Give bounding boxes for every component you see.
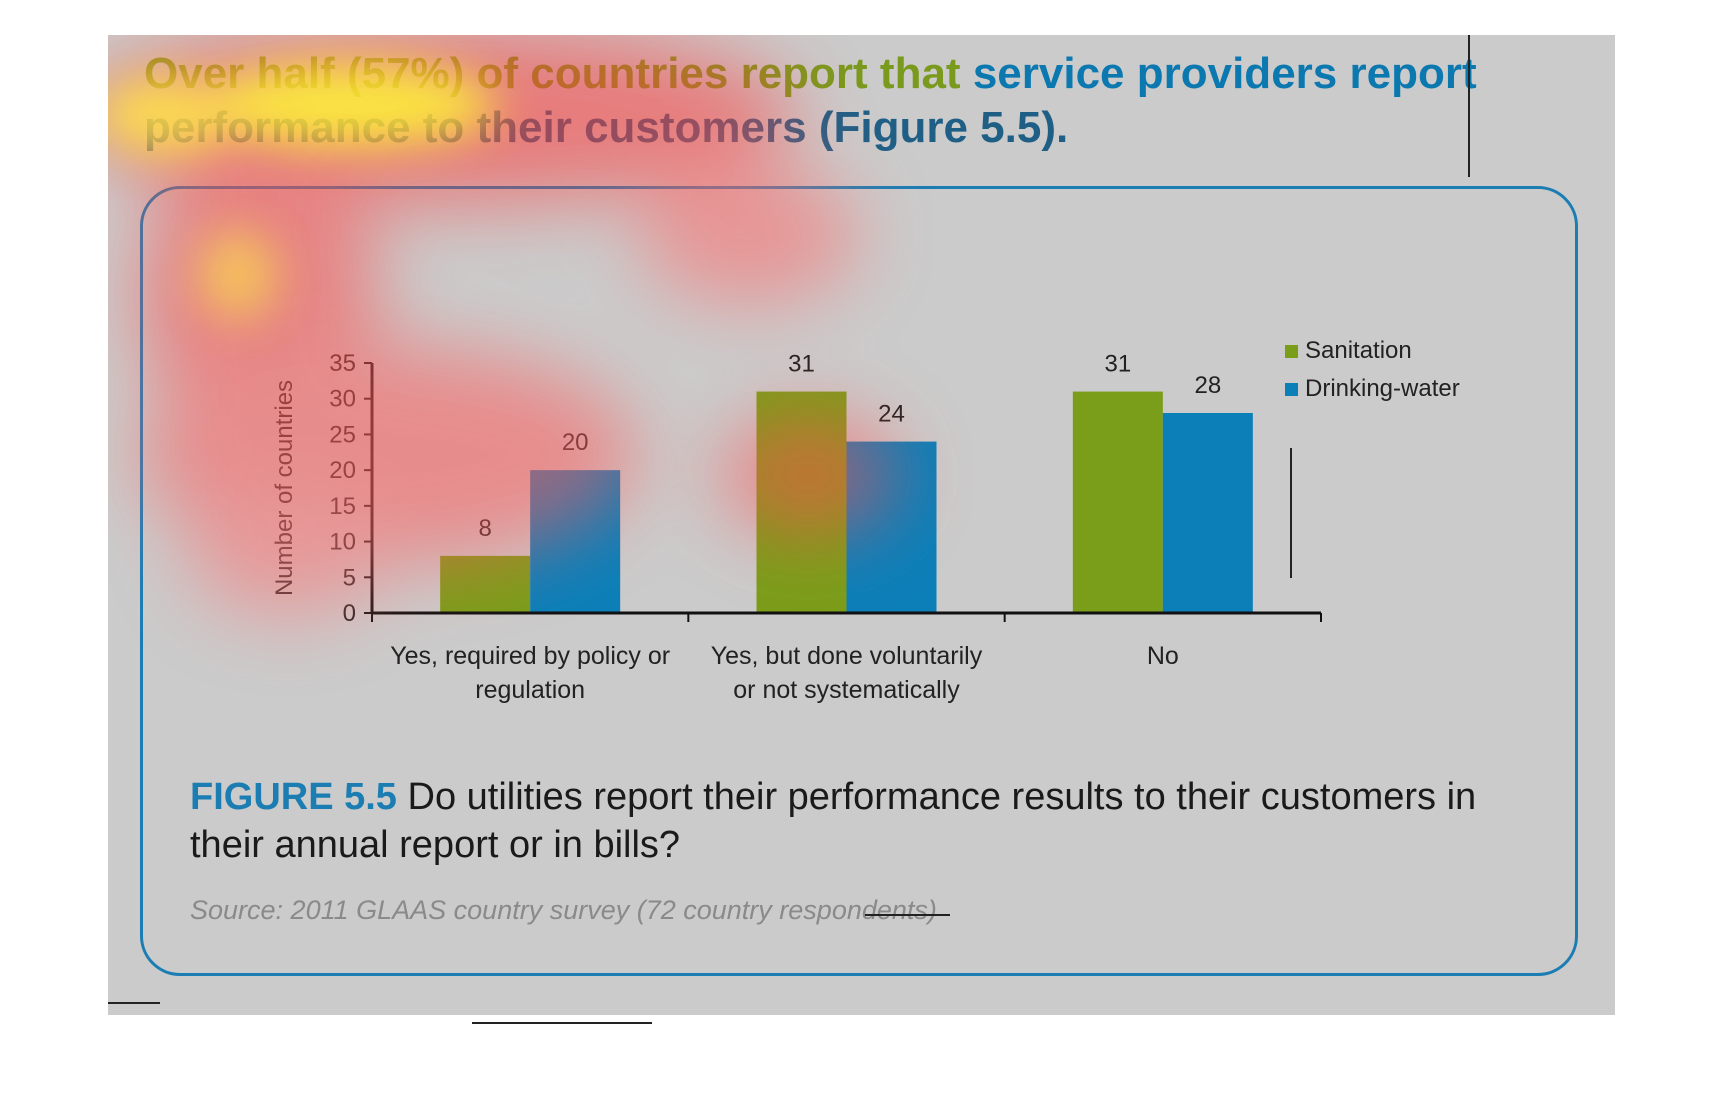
x-category-label-1: or not systematically	[733, 676, 960, 704]
bar-drinking-water-1	[846, 441, 937, 612]
y-tick-label: 0	[343, 600, 356, 627]
data-label-drinking-water-1: 24	[878, 401, 905, 428]
y-tick-label: 35	[329, 350, 356, 377]
chart-legend: Sanitation Drinking-water	[1285, 332, 1460, 408]
bar-drinking-water-2	[1162, 413, 1253, 612]
legend-swatch-sanitation	[1285, 344, 1298, 358]
bar-drinking-water-0	[530, 470, 621, 612]
x-category-label-0: Yes, required by policy or	[390, 642, 670, 670]
figure-frame	[140, 186, 1578, 976]
y-tick-label: 30	[329, 386, 356, 413]
y-tick-label: 20	[329, 457, 356, 484]
legend-item-sanitation: Sanitation	[1285, 332, 1460, 370]
legend-item-drinking-water: Drinking-water	[1285, 370, 1460, 408]
x-category-label-1: Yes, but done voluntarily	[711, 642, 983, 670]
x-category-label-2: No	[1147, 642, 1179, 670]
data-label-sanitation-1: 31	[788, 351, 815, 378]
bar-sanitation-0	[440, 555, 531, 612]
y-tick-label: 15	[329, 493, 356, 520]
stray-vertical-line	[1468, 35, 1470, 177]
stray-bottom-line-mid	[472, 1022, 652, 1024]
slide: Over half (57%) of countries report that…	[108, 35, 1615, 1015]
figure-caption: FIGURE 5.5 Do utilities report their per…	[190, 773, 1560, 869]
legend-swatch-drinking-water	[1285, 382, 1298, 396]
stray-vertical-line-2	[1290, 448, 1292, 578]
stray-underline	[865, 914, 950, 916]
data-label-sanitation-2: 31	[1104, 351, 1131, 378]
y-axis-title: Number of countries	[271, 380, 298, 596]
bar-sanitation-2	[1072, 391, 1163, 612]
y-tick-label: 10	[329, 529, 356, 556]
stray-bottom-line-left	[108, 1002, 160, 1004]
y-tick-label: 5	[343, 564, 356, 591]
legend-label-sanitation: Sanitation	[1305, 337, 1412, 364]
headline-part-2: service providers report	[972, 49, 1477, 98]
y-tick-label: 25	[329, 421, 356, 448]
legend-label-drinking-water: Drinking-water	[1305, 375, 1460, 402]
x-category-label-0: regulation	[475, 676, 585, 704]
figure-label: FIGURE 5.5	[190, 776, 397, 818]
data-label-sanitation-0: 8	[478, 515, 491, 542]
source-note: Source: 2011 GLAAS country survey (72 co…	[190, 895, 937, 925]
data-label-drinking-water-0: 20	[562, 429, 589, 456]
bar-sanitation-1	[756, 391, 847, 612]
data-label-drinking-water-2: 28	[1194, 372, 1221, 399]
figure-caption-text: Do utilities report their performance re…	[190, 776, 1477, 866]
